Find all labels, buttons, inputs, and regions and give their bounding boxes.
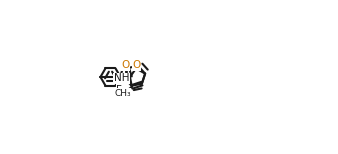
Text: O: O [133,60,141,70]
Text: NH: NH [114,73,129,83]
Text: CH₃: CH₃ [114,89,131,98]
Text: F: F [116,85,122,95]
Text: O: O [122,60,130,70]
